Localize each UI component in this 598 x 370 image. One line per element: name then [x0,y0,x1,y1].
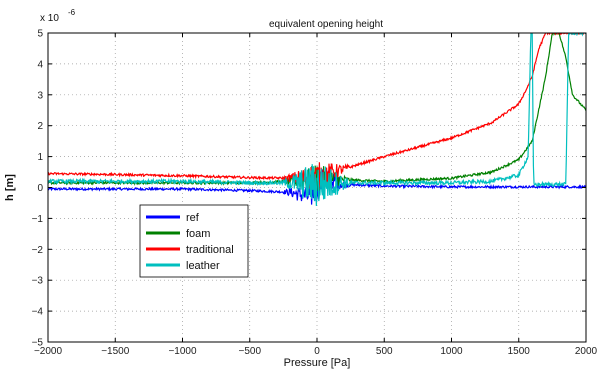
series-line-traditional [48,33,585,190]
series-layer [48,33,586,207]
y-tick-label: 5 [37,29,43,40]
x-tick-label: −1500 [101,346,130,357]
chart-title: equivalent opening height [269,19,383,30]
y-tick-label: 3 [37,90,43,101]
legend-label-ref: ref [186,212,200,224]
legend-label-foam: foam [186,228,210,240]
series-line-foam [48,33,586,192]
y-tick-label: −2 [32,245,44,256]
y-tick-label: −1 [32,214,44,225]
y-tick-label: −4 [32,307,44,318]
x-tick-label: 1000 [440,346,463,357]
y-tick-label: 0 [37,183,43,194]
y-exponent: x 10 -6 [40,8,76,24]
x-axis-label: Pressure [Pa] [284,357,351,369]
legend-label-leather: leather [186,260,220,272]
x-tick-label: −1000 [168,346,197,357]
x-tick-label: −2000 [34,346,63,357]
y-tick-label: −5 [32,338,44,349]
y-tick-label: −3 [32,276,44,287]
x-tick-label: 1500 [508,346,531,357]
y-exponent-power: -6 [68,8,76,17]
series-line-leather [48,33,586,207]
x-tick-label: −500 [238,346,261,357]
x-tick-label: 500 [376,346,393,357]
legend-label-traditional: traditional [186,244,234,256]
y-exponent-base: x 10 [40,13,59,24]
y-tick-label: 1 [37,152,43,163]
y-axis-label: h [m] [4,174,16,201]
y-tick-label: 2 [37,121,43,132]
legend: ref foam traditional leather [139,204,249,278]
ticks: −2000 −1500 −1000 −500 0 500 1000 1500 2000 −5 −4 −… [32,29,598,358]
y-tick-label: 4 [37,59,43,70]
x-tick-label: 2000 [575,346,598,357]
x-tick-label: 0 [314,346,320,357]
